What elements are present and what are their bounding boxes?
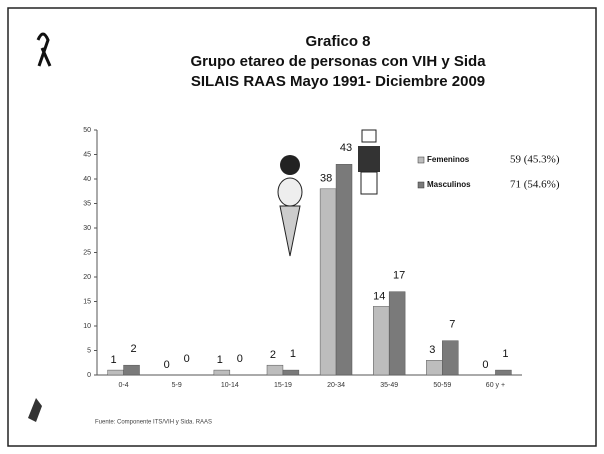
y-tick-label: 35 xyxy=(83,200,91,207)
value-label: 1 xyxy=(111,354,117,366)
y-tick-label: 30 xyxy=(83,225,91,232)
bar xyxy=(495,369,512,376)
x-tick-label: 20-34 xyxy=(327,382,345,389)
slide-border xyxy=(7,7,597,447)
value-label: 2 xyxy=(130,343,136,355)
x-tick-label: 35-49 xyxy=(380,382,398,389)
value-label: 1 xyxy=(502,348,508,360)
male-figure xyxy=(358,129,380,195)
legend-swatch xyxy=(417,181,425,189)
bar xyxy=(373,306,390,376)
bar xyxy=(442,340,459,376)
logo-icon xyxy=(28,398,42,422)
legend-note: 71 (54.6%) xyxy=(510,179,560,191)
y-tick-label: 20 xyxy=(83,274,91,281)
y-tick-label: 0 xyxy=(87,372,91,379)
legend-swatch xyxy=(417,156,425,164)
ribbon-icon xyxy=(36,32,52,67)
value-label: 0 xyxy=(184,353,190,365)
y-tick-label: 5 xyxy=(87,347,91,354)
female-figure xyxy=(277,155,303,257)
value-label: 43 xyxy=(340,142,352,154)
x-tick-label: 10-14 xyxy=(221,382,239,389)
y-tick-label: 10 xyxy=(83,323,91,330)
y-tick-label: 25 xyxy=(83,249,91,256)
value-label: 3 xyxy=(429,344,435,356)
bar xyxy=(213,369,231,376)
legend-label: Femeninos xyxy=(427,155,470,164)
value-label: 1 xyxy=(290,348,296,360)
value-label: 0 xyxy=(164,359,170,371)
value-label: 0 xyxy=(482,359,488,371)
bar xyxy=(426,360,443,376)
chart-title: Grupo etareo de personas con VIH y Sida xyxy=(190,53,486,70)
value-label: 1 xyxy=(217,354,223,366)
y-tick-label: 40 xyxy=(83,176,91,183)
bar xyxy=(123,364,140,376)
y-tick-label: 15 xyxy=(83,298,91,305)
bar xyxy=(319,188,337,376)
y-tick-label: 50 xyxy=(83,127,91,134)
chart-title: Grafico 8 xyxy=(305,33,370,50)
bar xyxy=(266,364,284,376)
y-tick-label: 45 xyxy=(83,151,91,158)
value-label: 2 xyxy=(270,349,276,361)
x-tick-label: 5-9 xyxy=(172,382,182,389)
x-tick-label: 50-59 xyxy=(433,382,451,389)
value-label: 0 xyxy=(237,353,243,365)
bar xyxy=(282,369,300,376)
source: Fuente: Componente ITS/VIH y Sida. RAAS xyxy=(95,420,212,426)
chart-title: SILAIS RAAS Mayo 1991- Diciembre 2009 xyxy=(191,73,485,90)
x-tick-label: 15-19 xyxy=(274,382,292,389)
value-label: 38 xyxy=(320,173,332,185)
value-label: 14 xyxy=(373,290,385,302)
legend-label: Masculinos xyxy=(427,180,471,189)
legend-note: 59 (45.3%) xyxy=(510,154,560,166)
bar xyxy=(335,164,353,376)
bar xyxy=(107,369,124,376)
value-label: 7 xyxy=(449,319,455,331)
x-tick-label: 60 y + xyxy=(486,382,505,389)
bar xyxy=(388,291,406,376)
x-tick-label: 0-4 xyxy=(119,382,129,389)
value-label: 17 xyxy=(393,270,405,282)
